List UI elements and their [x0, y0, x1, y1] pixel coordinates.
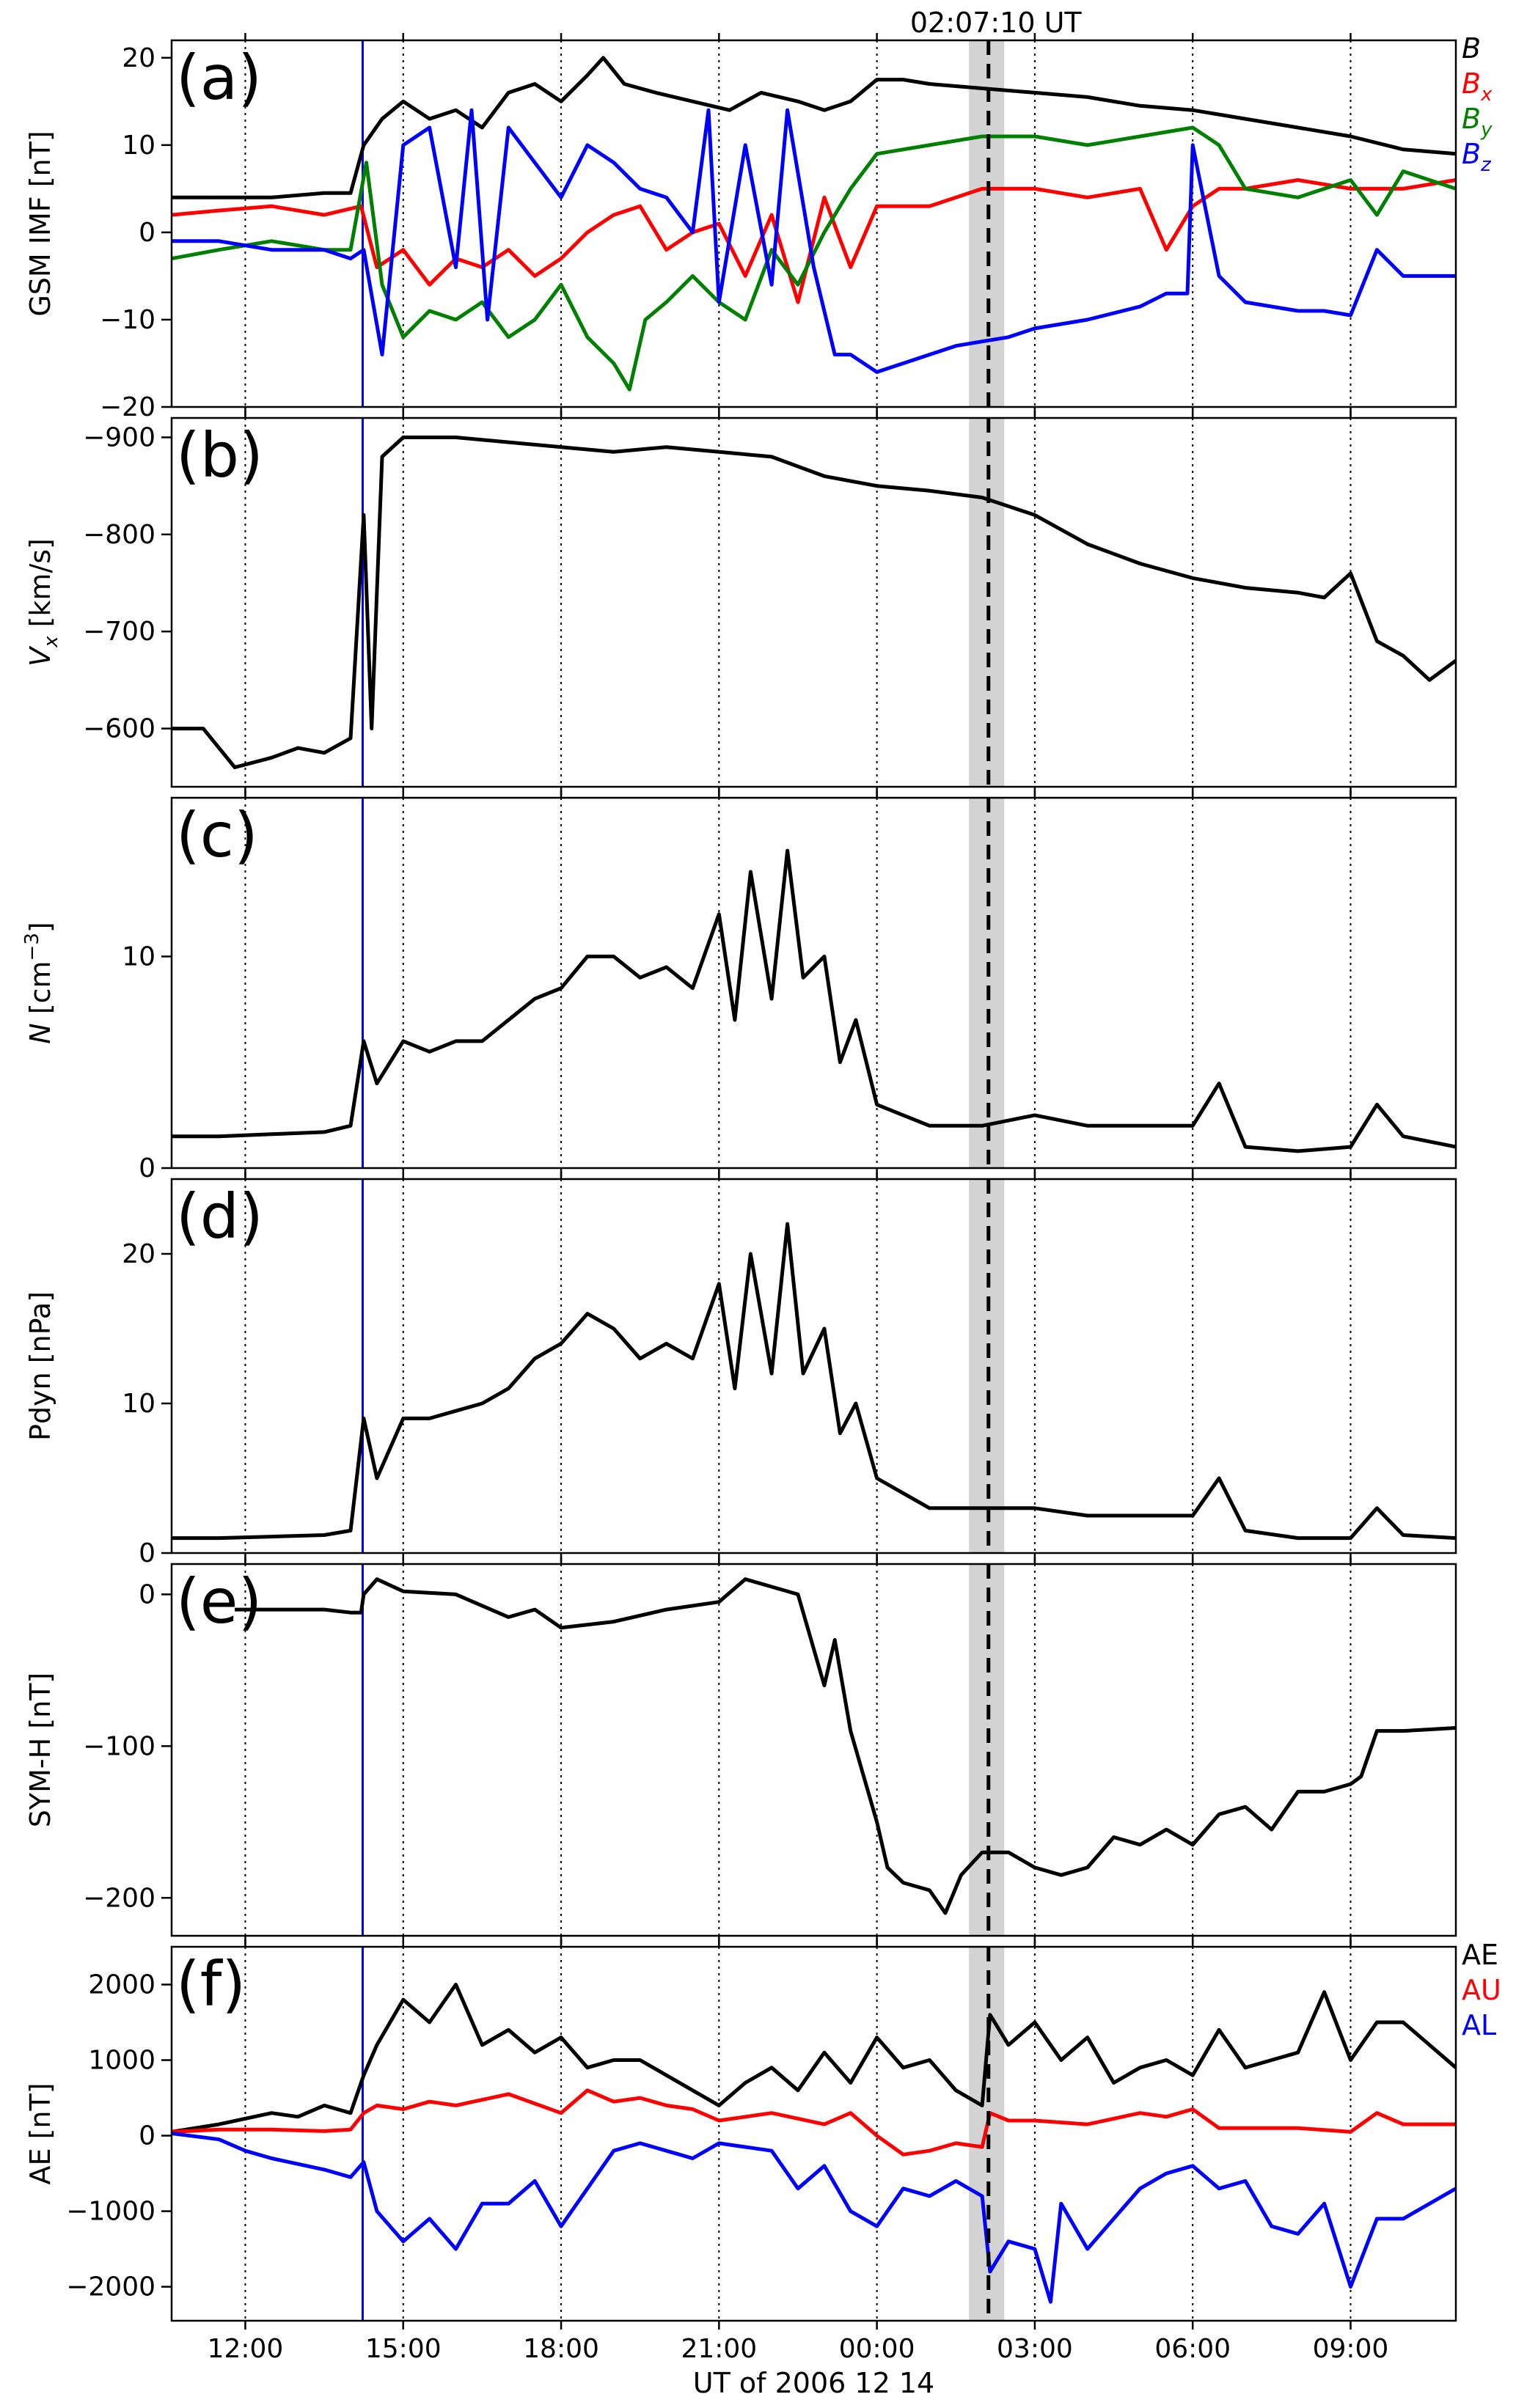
- x-tick-label: 03:00: [997, 2334, 1073, 2364]
- panel-label: (c): [176, 799, 258, 871]
- legend-entry-bz: Bz: [1462, 138, 1492, 176]
- panel-label: (e): [176, 1565, 262, 1637]
- panel-frame: [170, 796, 1457, 1170]
- y-tick-label: −1000: [66, 2197, 155, 2227]
- y-tick-label: 10: [122, 1389, 155, 1419]
- legend-entry-ae: AE: [1462, 1939, 1498, 1971]
- panel-label: (a): [176, 42, 262, 114]
- event-shade: [969, 1179, 1005, 1553]
- event-shade: [969, 418, 1005, 787]
- series-pdyn-line: [172, 1222, 1457, 1541]
- series-n-line: [172, 848, 1457, 1153]
- y-tick-label: −20: [100, 392, 155, 422]
- panel-label: (b): [176, 419, 263, 491]
- y-tick-label: −200: [83, 1883, 155, 1913]
- y-tick-label: 20: [122, 43, 155, 73]
- x-axis-title: UT of 2006 12 14: [693, 2367, 934, 2399]
- y-axis-title: GSM IMF [nT]: [24, 131, 56, 316]
- y-tick-label: 0: [139, 1153, 155, 1183]
- panel-4: 0 10 20 Pdyn [nPa] (d): [24, 1172, 1457, 1568]
- legend-entry-al: AL: [1462, 2009, 1496, 2041]
- legend-entry-by: By: [1462, 103, 1493, 141]
- x-tick-label: 06:00: [1154, 2334, 1231, 2364]
- y-axis-title: Pdyn [nPa]: [24, 1291, 56, 1441]
- panel-frame: [170, 1945, 1457, 2322]
- event-shade: [969, 40, 1005, 407]
- series-bz-line: [172, 108, 1456, 374]
- series-sym-h-line: [235, 1577, 1457, 1915]
- panel-5: 0 −100 −200 SYM-H [nT] (e): [24, 1557, 1457, 1945]
- series-b-line: [172, 56, 1457, 199]
- y-tick-label: 20: [122, 1239, 155, 1269]
- panel-label: (d): [176, 1181, 263, 1252]
- event-shade: [969, 1564, 1005, 1936]
- y-tick-label: 2000: [88, 1970, 155, 2000]
- y-axis-title: AE [nT]: [24, 2082, 56, 2184]
- series-vx-line: [172, 436, 1457, 769]
- y-tick-label: −900: [83, 422, 155, 452]
- series-ae-line: [171, 1983, 1457, 2134]
- y-tick-label: −700: [83, 617, 155, 647]
- y-tick-label: −800: [83, 520, 155, 550]
- x-tick-label: 09:00: [1313, 2334, 1389, 2364]
- panel-3: 0 10 N [cm−3] (c): [21, 790, 1457, 1183]
- x-tick-label: 21:00: [681, 2334, 757, 2364]
- y-tick-label: 0: [139, 218, 155, 248]
- event-shade: [969, 798, 1005, 1168]
- series-by-line: [171, 125, 1457, 392]
- y-tick-label: −100: [83, 1731, 155, 1761]
- y-tick-label: −2000: [66, 2272, 155, 2302]
- x-tick-label: 15:00: [365, 2334, 442, 2364]
- panel-2: −600 −700 −800 −900 Vx [km/s] (b): [24, 411, 1457, 796]
- y-tick-label: 0: [139, 1538, 155, 1568]
- series-bx-line: [171, 178, 1457, 304]
- panel-frame: [170, 1563, 1457, 1937]
- panel-frame: [170, 416, 1457, 788]
- y-axis-title: SYM-H [nT]: [24, 1673, 56, 1827]
- y-tick-label: 10: [122, 941, 155, 972]
- legend-entry-b: B: [1462, 32, 1481, 65]
- y-tick-label: −10: [100, 305, 155, 335]
- y-axis-title: Vx [km/s]: [24, 538, 62, 667]
- x-tick-label: 12:00: [208, 2334, 284, 2364]
- y-tick-label: 1000: [88, 2046, 155, 2076]
- series-al-line: [171, 2132, 1457, 2304]
- panel-label: (f): [176, 1948, 246, 2020]
- y-tick-label: 10: [122, 131, 155, 161]
- event-time-label: 02:07:10 UT: [910, 7, 1083, 39]
- x-tick-label: 18:00: [523, 2334, 599, 2364]
- x-tick-label: 00:00: [839, 2334, 915, 2364]
- panel-frame: [170, 1178, 1457, 1554]
- y-axis-title: N [cm−3]: [21, 922, 56, 1043]
- y-tick-label: 0: [139, 2121, 155, 2151]
- series-au-line: [171, 2088, 1456, 2156]
- legend-entry-bx: Bx: [1462, 67, 1493, 106]
- y-tick-label: 0: [139, 1579, 155, 1609]
- panel-frame: [170, 39, 1457, 408]
- y-tick-label: −600: [83, 714, 155, 744]
- x-axis-tick-labels: 12:00 15:00 18:00 21:00 00:00 03:00 06:00 09:00: [208, 2334, 1389, 2364]
- legend-entry-au: AU: [1462, 1974, 1501, 2006]
